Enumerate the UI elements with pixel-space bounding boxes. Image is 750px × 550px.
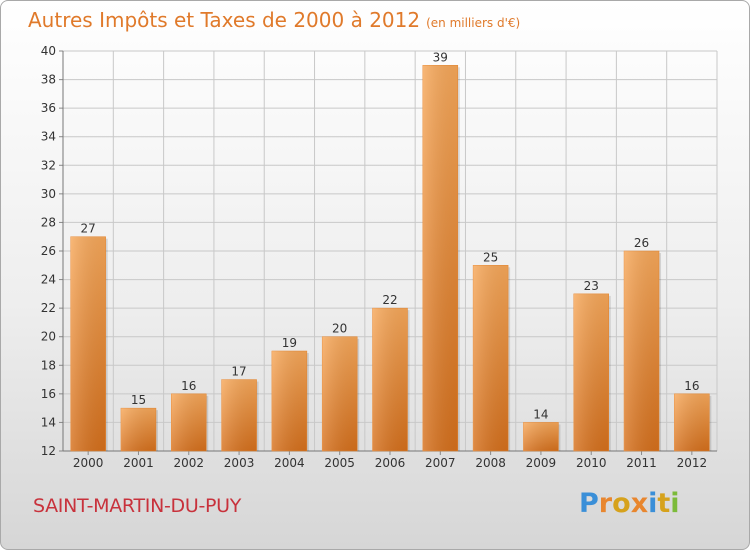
x-tick-label: 2006 — [375, 456, 406, 470]
bar-highlight — [171, 393, 207, 451]
data-label: 15 — [131, 393, 146, 407]
bar-highlight — [473, 265, 509, 451]
commune-name: SAINT-MARTIN-DU-PUY — [33, 495, 242, 517]
title-text: Autres Impôts et Taxes de 2000 à 2012 — [28, 8, 421, 32]
axis-layer: 12 14 16 18 20 22 24 26 28 30 32 34 36 38 40 2000 2001 20… — [41, 44, 717, 470]
logo-letter: x — [630, 488, 649, 519]
x-tick-label: 2009 — [526, 456, 557, 470]
y-tick-label: 22 — [41, 301, 56, 315]
data-label: 16 — [181, 379, 196, 393]
bar-highlight — [422, 65, 458, 452]
y-tick-label: 24 — [41, 273, 56, 287]
bar-highlight — [624, 251, 660, 451]
proxiti-logo: Proxiti — [579, 488, 680, 519]
bar-highlight — [523, 422, 559, 451]
bar-highlight — [120, 408, 156, 451]
data-label: 17 — [231, 365, 246, 379]
logo-letter: P — [579, 488, 599, 519]
data-label: 16 — [684, 379, 699, 393]
bar-highlight — [674, 393, 710, 451]
y-tick-label: 32 — [41, 158, 56, 172]
data-label: 27 — [81, 222, 96, 236]
data-label: 19 — [282, 336, 297, 350]
y-tick-label: 36 — [41, 101, 56, 115]
logo-letter: i — [648, 488, 658, 519]
y-tick-label: 14 — [41, 415, 56, 429]
y-tick-label: 28 — [41, 215, 56, 229]
logo-letter: i — [670, 488, 680, 519]
data-label: 22 — [382, 293, 397, 307]
data-label: 39 — [433, 50, 448, 64]
x-tick-label: 2008 — [475, 456, 506, 470]
x-tick-label: 2002 — [173, 456, 204, 470]
bar-highlight — [221, 379, 257, 451]
data-label: 25 — [483, 250, 498, 264]
y-tick-label: 40 — [41, 44, 56, 58]
chart-title: Autres Impôts et Taxes de 2000 à 2012 (en… — [28, 8, 520, 32]
y-tick-label: 34 — [41, 130, 56, 144]
x-tick-label: 2005 — [324, 456, 355, 470]
x-tick-label: 2003 — [224, 456, 255, 470]
bar-highlight — [322, 336, 358, 451]
x-tick-label: 2010 — [576, 456, 607, 470]
x-tick-label: 2011 — [626, 456, 657, 470]
data-label: 23 — [584, 279, 599, 293]
x-tick-label: 2000 — [73, 456, 104, 470]
data-label: 14 — [533, 407, 548, 421]
logo-letter: r — [598, 488, 613, 519]
y-tick-label: 16 — [41, 387, 56, 401]
unit-note: (en milliers d'€) — [426, 16, 521, 30]
bar-highlight — [271, 351, 307, 451]
bar-highlight — [372, 308, 408, 451]
x-tick-label: 2001 — [123, 456, 154, 470]
y-tick-label: 26 — [41, 244, 56, 258]
y-tick-label: 30 — [41, 187, 56, 201]
data-label: 20 — [332, 322, 347, 336]
y-tick-label: 18 — [41, 358, 56, 372]
y-tick-label: 20 — [41, 330, 56, 344]
y-tick-label: 12 — [41, 444, 56, 458]
y-tick-label: 38 — [41, 73, 56, 87]
x-tick-label: 2007 — [425, 456, 456, 470]
bar-highlight — [70, 236, 106, 451]
bar-highlight — [573, 293, 609, 451]
label-layer: 27 15 16 17 19 20 22 39 25 14 23 26 16 — [81, 50, 700, 421]
logo-letter: o — [612, 488, 631, 519]
logo-letter: t — [657, 488, 671, 519]
x-tick-label: 2004 — [274, 456, 305, 470]
x-tick-label: 2012 — [677, 456, 708, 470]
data-label: 26 — [634, 236, 649, 250]
bar-layer — [70, 65, 712, 452]
